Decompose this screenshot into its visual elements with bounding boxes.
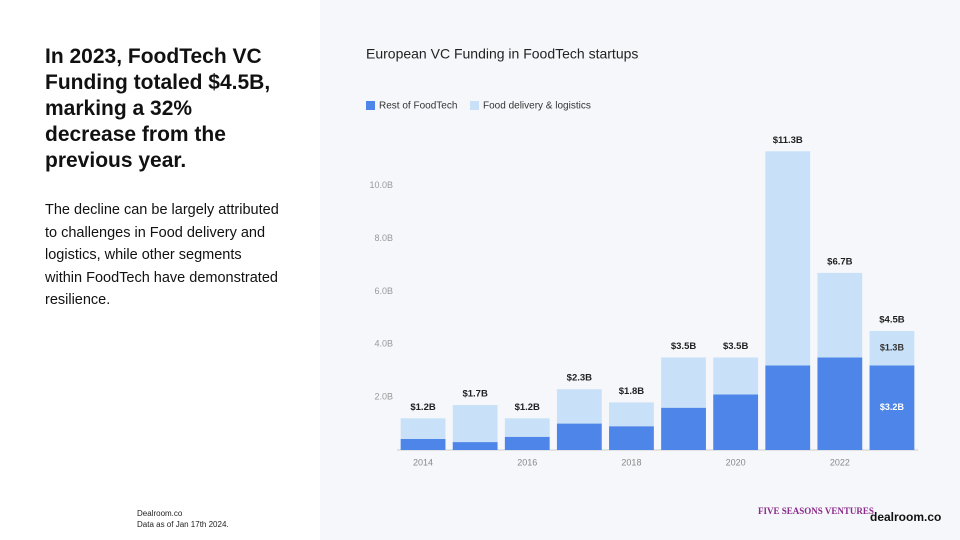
left-panel bbox=[0, 0, 320, 540]
bar-segment bbox=[452, 442, 498, 450]
total-label: $3.5B bbox=[723, 341, 748, 352]
bar-segment bbox=[556, 389, 602, 424]
bar-segment bbox=[817, 357, 863, 450]
x-tick-label: 2014 bbox=[413, 457, 433, 467]
bar-segment bbox=[661, 407, 706, 450]
bar-segment bbox=[504, 418, 550, 437]
legend-label: Rest of FoodTech bbox=[379, 101, 457, 112]
bar-segment bbox=[713, 394, 759, 450]
bar-segment bbox=[400, 438, 446, 450]
total-label: $4.5B bbox=[879, 315, 904, 326]
bar-segment bbox=[765, 365, 811, 450]
y-tick-label: 4.0B bbox=[374, 339, 393, 349]
value-label: $1.3B bbox=[880, 343, 905, 353]
legend-swatch bbox=[366, 101, 375, 110]
bar-segment bbox=[869, 365, 915, 450]
bar-segment bbox=[609, 426, 654, 450]
bar-segment bbox=[400, 418, 446, 439]
total-label: $2.3B bbox=[567, 373, 592, 384]
logo: FIVE SEASONS VENTURES bbox=[758, 506, 874, 516]
bar-segment bbox=[765, 151, 811, 366]
note: Data as of Jan 17th 2024. bbox=[137, 520, 229, 529]
legend-label: Food delivery & logistics bbox=[483, 101, 591, 112]
bar-segment bbox=[556, 423, 602, 450]
y-tick-label: 10.0B bbox=[369, 180, 393, 190]
bar-segment bbox=[713, 357, 759, 395]
total-label: $11.3B bbox=[773, 135, 803, 146]
source: Dealroom.co bbox=[137, 509, 183, 518]
bar-segment bbox=[609, 402, 654, 427]
chart-title: European VC Funding in FoodTech startups bbox=[366, 46, 638, 62]
total-label: $3.5B bbox=[671, 341, 696, 352]
headline: In 2023, FoodTech VC Funding totaled $4.… bbox=[45, 45, 271, 172]
body-text: The decline can be largely attributed to… bbox=[45, 202, 279, 308]
x-tick-label: 2016 bbox=[517, 457, 537, 467]
bar-segment bbox=[452, 405, 498, 443]
bar-segment bbox=[661, 357, 706, 408]
logo: dealroom.co bbox=[870, 510, 942, 524]
total-label: $1.2B bbox=[515, 402, 540, 413]
y-tick-label: 8.0B bbox=[374, 233, 393, 243]
y-tick-label: 2.0B bbox=[374, 392, 393, 402]
total-label: $1.2B bbox=[410, 402, 435, 413]
x-tick-label: 2022 bbox=[830, 457, 850, 467]
total-label: $1.8B bbox=[619, 386, 644, 397]
total-label: $1.7B bbox=[462, 389, 487, 400]
bar-segment bbox=[817, 272, 863, 358]
value-label: $3.2B bbox=[880, 402, 905, 412]
bar-segment bbox=[504, 436, 550, 450]
legend-swatch bbox=[470, 101, 479, 110]
x-tick-label: 2018 bbox=[621, 457, 641, 467]
x-tick-label: 2020 bbox=[726, 457, 746, 467]
y-tick-label: 6.0B bbox=[374, 286, 393, 296]
total-label: $6.7B bbox=[827, 256, 852, 267]
bar-segment bbox=[869, 331, 915, 366]
